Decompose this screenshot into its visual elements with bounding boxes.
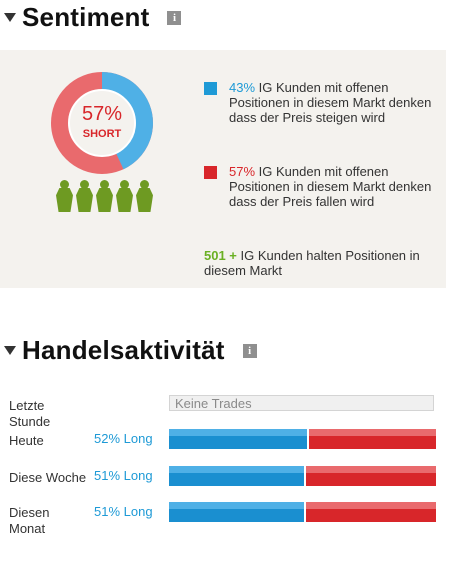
sentiment-title: Sentiment xyxy=(22,2,150,32)
activity-row-pct: 52% Long xyxy=(94,431,153,446)
activity-bar-short xyxy=(306,466,436,486)
clients-count-row: 501 + IG Kunden halten Positionen in die… xyxy=(204,248,434,278)
collapse-triangle-icon[interactable] xyxy=(4,346,16,355)
activity-bar-long xyxy=(169,502,304,522)
activity-row-pct: 51% Long xyxy=(94,468,153,483)
collapse-triangle-icon[interactable] xyxy=(4,13,16,22)
legend-short-swatch xyxy=(204,166,217,179)
person-icon xyxy=(56,180,73,212)
donut-long-segment xyxy=(51,72,153,174)
legend-long-swatch xyxy=(204,82,217,95)
short-percentage: 57% xyxy=(81,103,123,125)
person-icon xyxy=(136,180,153,212)
person-icon xyxy=(116,180,133,212)
legend-short: 57% IG Kunden mit offenen Positionen in … xyxy=(204,164,434,209)
legend-long-pct: 43% xyxy=(229,80,256,95)
activity-bar xyxy=(169,502,436,522)
activity-title: Handelsaktivität xyxy=(22,335,225,365)
info-icon[interactable]: i xyxy=(242,343,257,358)
activity-bar-short xyxy=(306,502,436,522)
legend-short-pct: 57% xyxy=(229,164,256,179)
legend-long: 43% IG Kunden mit offenen Positionen in … xyxy=(204,80,434,125)
activity-row-label: Heute xyxy=(9,433,44,448)
short-label: SHORT xyxy=(82,128,122,140)
legend-short-text: IG Kunden mit offenen Positionen in dies… xyxy=(229,164,432,209)
activity-row-label: Letzte Stunde xyxy=(9,398,51,429)
activity-row-pct: 51% Long xyxy=(94,504,153,519)
sentiment-donut-chart xyxy=(51,72,153,174)
info-icon[interactable]: i xyxy=(167,10,182,25)
legend-long-text: IG Kunden mit offenen Positionen in dies… xyxy=(229,80,432,125)
activity-bar-long xyxy=(169,466,304,486)
activity-bar xyxy=(169,466,436,486)
activity-bar xyxy=(169,429,436,449)
person-icon xyxy=(96,180,113,212)
no-trades-status: Keine Trades xyxy=(169,395,434,411)
clients-count: 501 + xyxy=(204,248,237,263)
clients-text: IG Kunden halten Positionen in diesem Ma… xyxy=(204,248,420,278)
activity-header[interactable]: Handelsaktivität i xyxy=(4,335,257,366)
person-icon xyxy=(76,180,93,212)
activity-row-label: Diese Woche xyxy=(9,470,87,485)
sentiment-panel: 57% SHORT 43% IG Kunden mit offenen Posi… xyxy=(0,50,446,288)
donut-inner-ring xyxy=(68,89,136,157)
sentiment-header[interactable]: Sentiment i xyxy=(4,2,182,33)
activity-bar-short xyxy=(309,429,436,449)
activity-bar-long xyxy=(169,429,307,449)
activity-row-label: Diesen Monat xyxy=(9,505,50,536)
traders-icon-group xyxy=(56,180,153,212)
